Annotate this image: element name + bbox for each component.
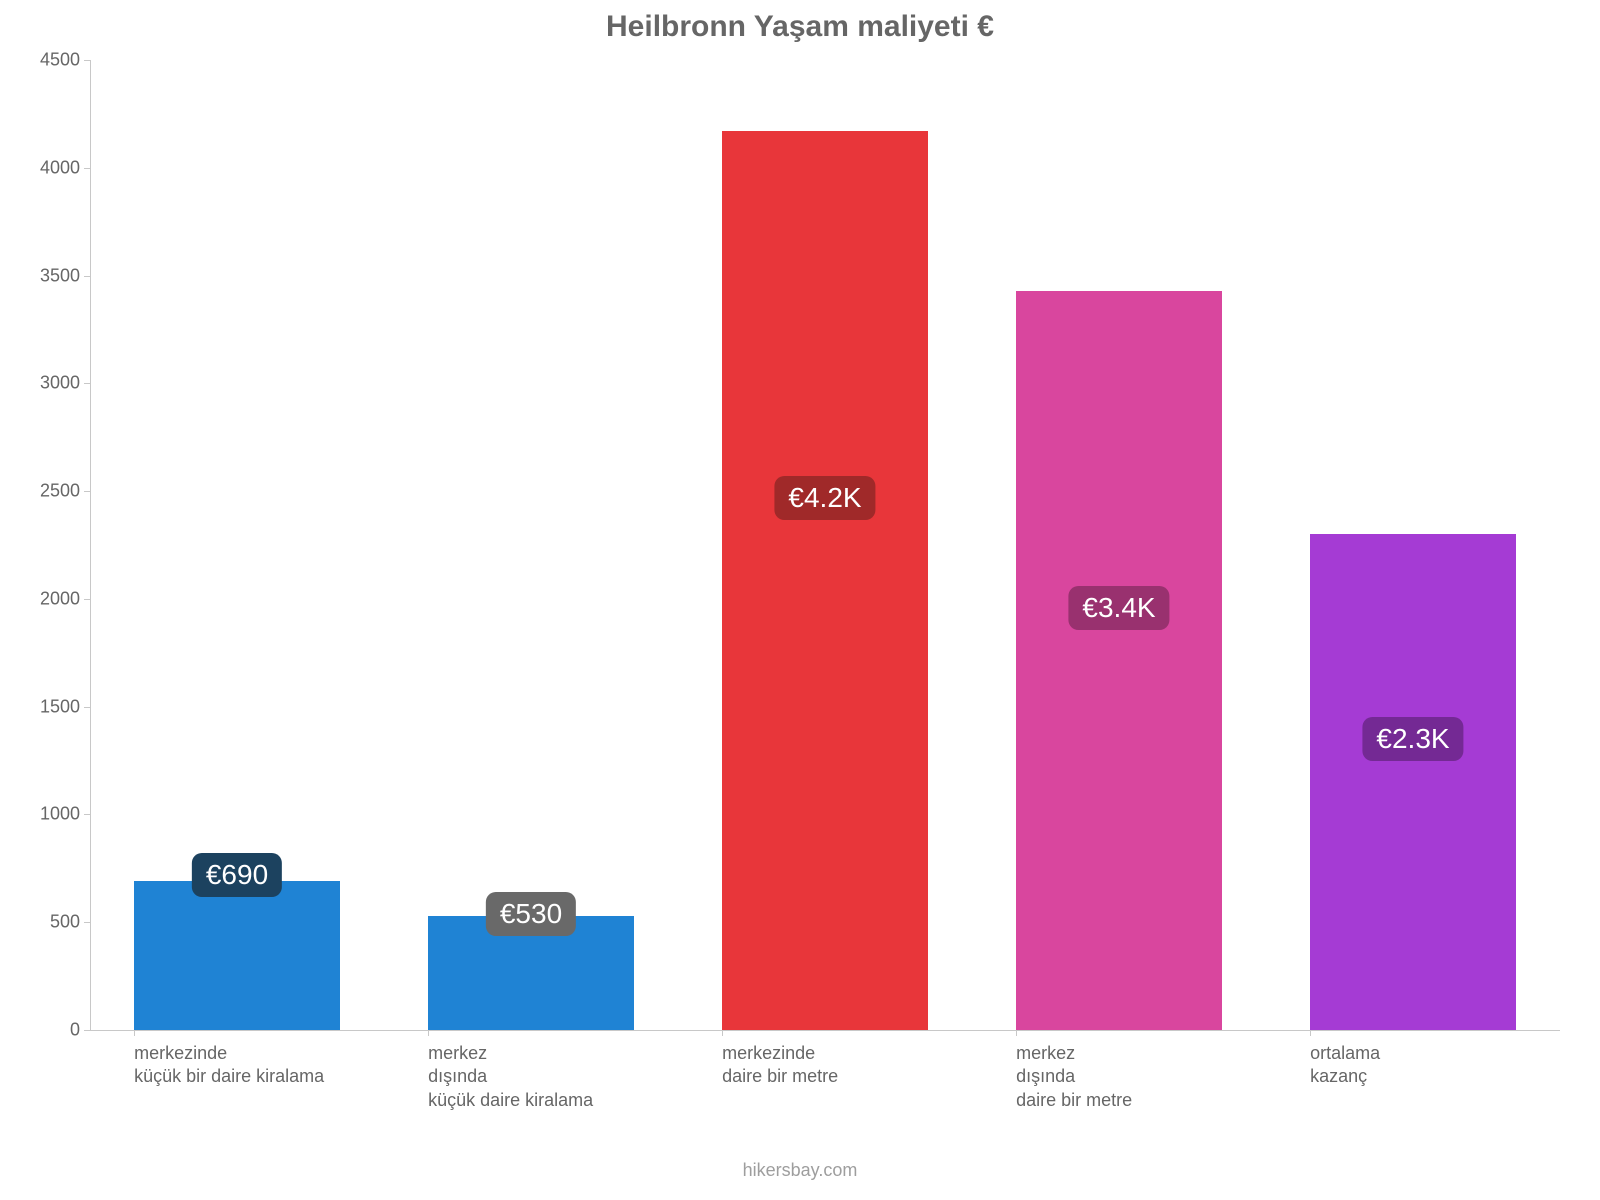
x-tick-mark (722, 1030, 723, 1036)
bar (1310, 534, 1516, 1030)
y-tick-label: 4000 (10, 157, 80, 178)
value-badge: €2.3K (1362, 717, 1463, 761)
bar (1016, 291, 1222, 1030)
bar (722, 131, 928, 1030)
x-axis-line (90, 1030, 1560, 1031)
x-tick-label: merkezinde daire bir metre (722, 1042, 838, 1089)
y-tick-label: 3500 (10, 265, 80, 286)
y-tick-mark (84, 922, 90, 923)
y-tick-label: 3000 (10, 373, 80, 394)
y-tick-label: 2000 (10, 588, 80, 609)
value-badge: €4.2K (774, 476, 875, 520)
y-tick-mark (84, 383, 90, 384)
y-tick-mark (84, 276, 90, 277)
chart-title: Heilbronn Yaşam maliyeti € (0, 10, 1600, 44)
x-tick-mark (428, 1030, 429, 1036)
y-tick-mark (84, 707, 90, 708)
y-tick-mark (84, 599, 90, 600)
value-badge: €3.4K (1068, 586, 1169, 630)
y-tick-label: 0 (10, 1020, 80, 1041)
x-tick-label: merkez dışında küçük daire kiralama (428, 1042, 593, 1112)
x-tick-mark (1016, 1030, 1017, 1036)
x-tick-mark (134, 1030, 135, 1036)
value-badge: €690 (192, 853, 282, 897)
value-badge: €530 (486, 892, 576, 936)
y-tick-label: 500 (10, 912, 80, 933)
y-axis-line (90, 60, 91, 1030)
y-tick-mark (84, 1030, 90, 1031)
y-tick-label: 4500 (10, 50, 80, 71)
y-tick-mark (84, 814, 90, 815)
y-tick-label: 2500 (10, 481, 80, 502)
x-tick-mark (1310, 1030, 1311, 1036)
y-tick-mark (84, 60, 90, 61)
chart-container: Heilbronn Yaşam maliyeti €€690€530€4.2K€… (0, 0, 1600, 1200)
x-tick-label: merkez dışında daire bir metre (1016, 1042, 1132, 1112)
y-tick-label: 1000 (10, 804, 80, 825)
footer-attribution: hikersbay.com (0, 1160, 1600, 1181)
bar (134, 881, 340, 1030)
x-tick-label: merkezinde küçük bir daire kiralama (134, 1042, 324, 1089)
y-tick-label: 1500 (10, 696, 80, 717)
y-tick-mark (84, 491, 90, 492)
y-tick-mark (84, 168, 90, 169)
plot-area: €690 €530 €4.2K €3.4K €2.3K (90, 60, 1560, 1030)
x-tick-label: ortalama kazanç (1310, 1042, 1380, 1089)
